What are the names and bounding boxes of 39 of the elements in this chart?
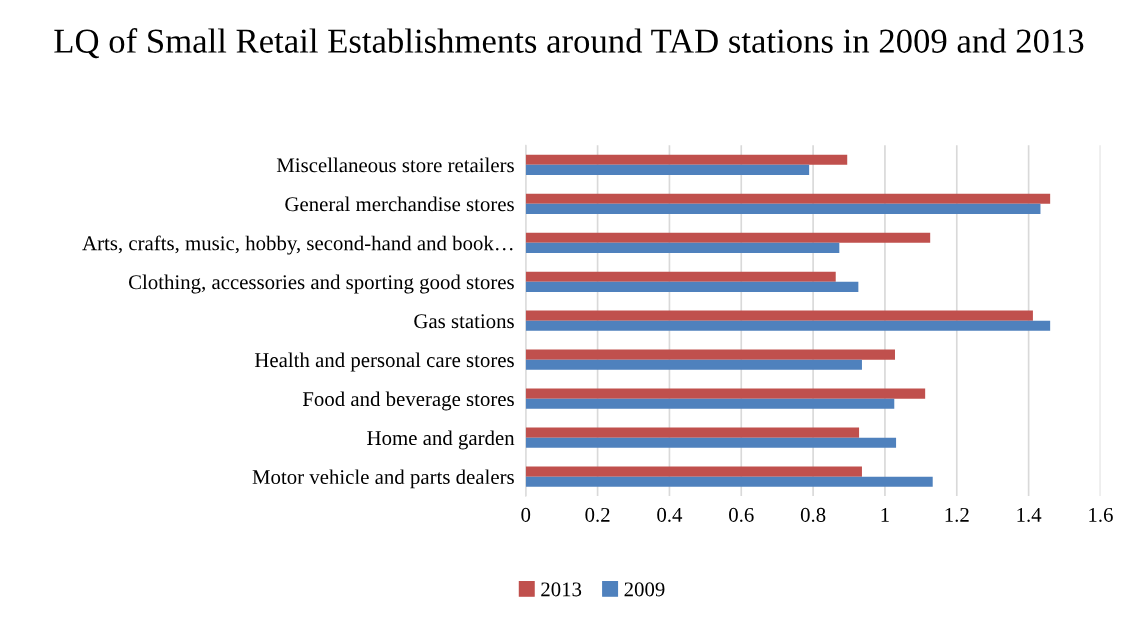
bar	[525, 281, 859, 292]
bar	[525, 271, 836, 282]
y-tick-label: Motor vehicle and parts dealers	[252, 469, 514, 489]
legend-label: 2009	[624, 582, 665, 597]
y-tick-label: Gas stations	[414, 314, 514, 329]
bar	[525, 398, 895, 409]
bar	[525, 427, 860, 438]
x-tick-label: 1.2	[945, 507, 969, 522]
x-tick-label: 0.2	[585, 507, 610, 522]
x-tick-label: 0.8	[800, 507, 826, 522]
x-tick-label: 0	[521, 507, 531, 522]
bar	[525, 242, 840, 253]
bar	[525, 193, 1051, 204]
legend-label: 2013	[541, 582, 582, 597]
bar	[525, 437, 897, 448]
x-tick-label: 1.4	[1017, 507, 1042, 522]
y-tick-label: Clothing, accessories and sporting good stores	[128, 274, 514, 294]
bar	[525, 232, 931, 243]
bar	[525, 466, 862, 477]
x-tick-label: 0.6	[729, 507, 754, 522]
bar	[525, 476, 933, 487]
x-tick-label: 0.4	[657, 507, 683, 522]
bar	[525, 388, 926, 399]
chart-title: LQ of Small Retail Establishments around TAD stations in 2009 and 2013	[54, 28, 1084, 59]
bar	[525, 203, 1041, 214]
y-tick-label: Home and garden	[367, 430, 515, 450]
y-tick-label: Arts, crafts, music, hobby, second-hand and book…	[82, 235, 513, 255]
x-tick-label: 1	[881, 507, 889, 522]
bar	[525, 154, 848, 165]
y-tick-label: Food and beverage stores	[302, 391, 514, 411]
bar	[525, 320, 1051, 331]
bar	[525, 359, 862, 370]
y-tick-label: General merchandise stores	[285, 196, 514, 212]
bar	[525, 310, 1033, 321]
y-tick-label: Miscellaneous store retailers	[276, 157, 514, 173]
bar	[525, 164, 810, 175]
bar	[525, 349, 895, 360]
y-tick-label: Health and personal care stores	[254, 352, 514, 372]
x-tick-label: 1.6	[1089, 507, 1113, 522]
